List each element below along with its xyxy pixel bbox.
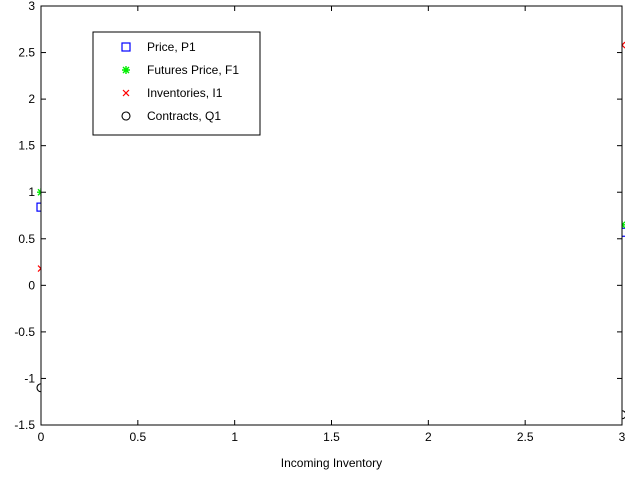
legend-label: Inventories, I1 (147, 86, 223, 100)
legend-label: Futures Price, F1 (147, 63, 239, 77)
y-tick-label: -0.5 (14, 325, 35, 339)
y-tick-label: 1 (28, 185, 35, 199)
legend-entry: Inventories, I1 (122, 86, 223, 100)
y-tick-label: 0 (28, 278, 35, 292)
y-tick-label: -1 (24, 371, 35, 385)
x-tick-label: 2 (425, 430, 432, 444)
x-tick-label: 1.5 (323, 430, 340, 444)
legend: Price, P1 Futures Price, F1 Inventories, I… (92, 31, 261, 136)
legend-label: Contracts, Q1 (147, 109, 221, 123)
y-tick-label: -1.5 (14, 418, 35, 432)
legend-marker (121, 111, 131, 121)
x-tick-label: 0.5 (129, 430, 146, 444)
legend-entry: Contracts, Q1 (121, 109, 221, 123)
legend-entry: Futures Price, F1 (122, 63, 239, 77)
x-tick-label: 3 (619, 430, 625, 444)
legend-marker (121, 42, 131, 52)
x-tick-label: 1 (231, 430, 238, 444)
y-tick-label: 1.5 (18, 139, 35, 153)
x-axis-label: Incoming Inventory (281, 456, 382, 470)
y-tick-label: 2 (28, 92, 35, 106)
x-tick-label: 2.5 (517, 430, 534, 444)
y-tick-label: 2.5 (18, 46, 35, 60)
y-tick-label: 3 (28, 0, 35, 13)
legend-marker (122, 89, 130, 97)
legend-label: Price, P1 (147, 40, 196, 54)
x-tick-label: 0 (38, 430, 45, 444)
legend-marker (122, 66, 130, 74)
y-tick-label: 0.5 (18, 232, 35, 246)
legend-box (92, 31, 261, 136)
legend-entry: Price, P1 (121, 40, 196, 54)
